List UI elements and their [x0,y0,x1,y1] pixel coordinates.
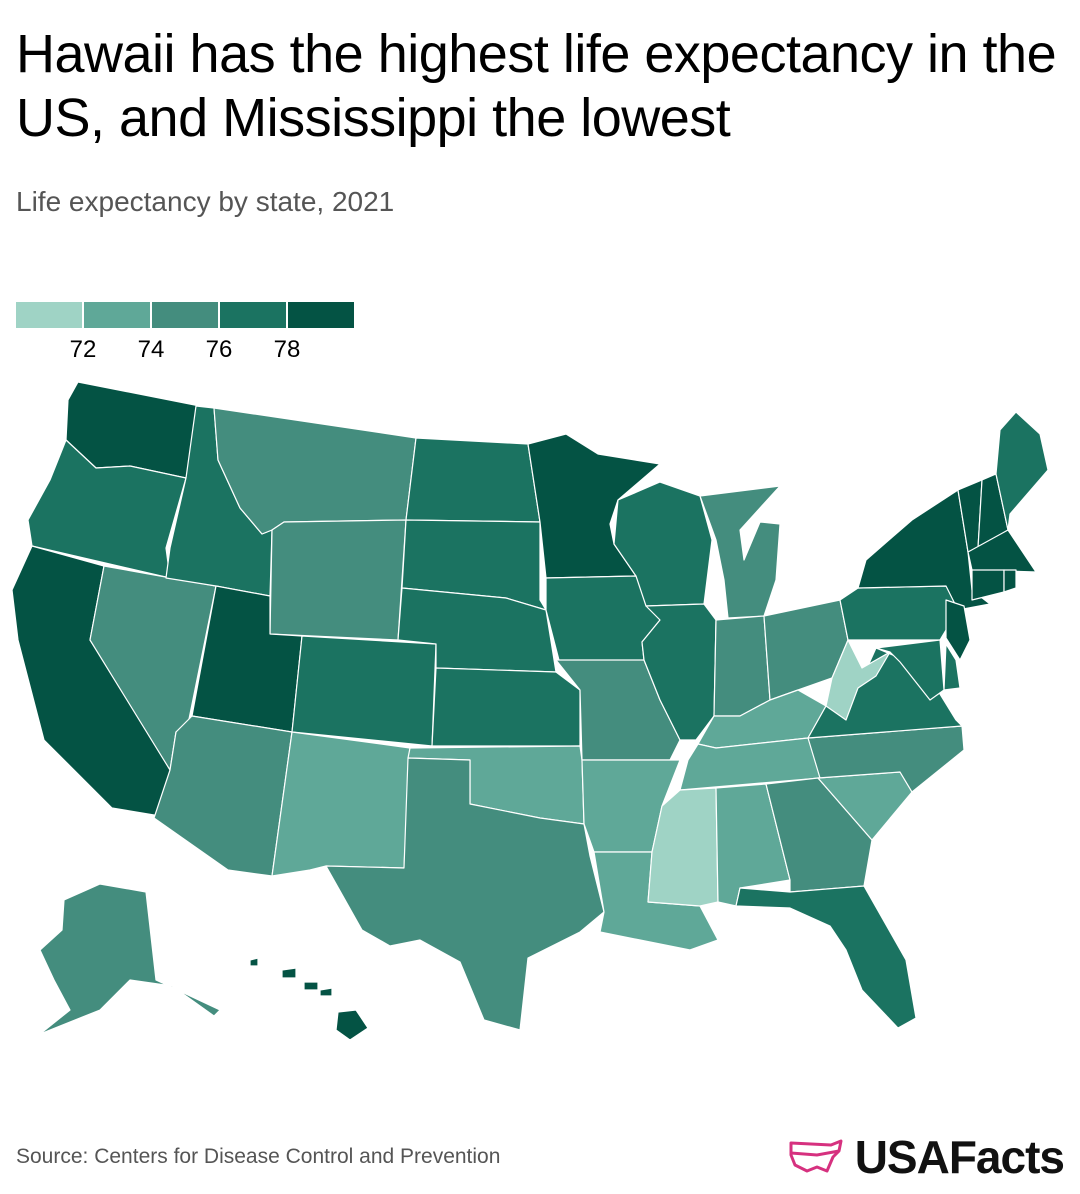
state-il[interactable] [641,603,717,741]
state-de[interactable] [943,643,961,691]
us-choropleth-map [11,381,1049,1041]
state-ri[interactable] [1003,569,1017,593]
legend-tick-label: 74 [137,336,165,363]
usa-map-logo-icon [789,1139,843,1173]
legend-tick-label: 72 [69,336,97,363]
state-ny[interactable] [857,489,991,611]
chart-subtitle: Life expectancy by state, 2021 [16,186,395,217]
state-md[interactable] [875,639,945,701]
legend-tick-label: 78 [273,336,301,363]
state-wy[interactable] [269,519,407,641]
state-pa[interactable] [839,585,959,641]
legend-color-bar [16,302,356,328]
legend-tick-label: 76 [205,336,233,363]
state-ks[interactable] [431,667,581,747]
state-me[interactable] [995,411,1049,531]
color-legend: 72 74 76 78 [16,302,356,366]
legend-swatch-4 [220,302,286,328]
state-co[interactable] [291,635,437,747]
state-nm[interactable] [271,731,411,877]
legend-ticks: 72 74 76 78 [16,336,356,366]
state-in[interactable] [713,615,771,717]
state-hi[interactable] [249,957,369,1041]
chart-title: Hawaii has the highest life expectancy i… [16,24,1057,148]
state-tx[interactable] [325,757,605,1031]
legend-swatch-3 [152,302,218,328]
state-ak[interactable] [39,883,221,1035]
state-ma[interactable] [967,529,1037,573]
state-ct[interactable] [971,569,1005,601]
state-az[interactable] [153,715,293,877]
brand-name: USAFacts [854,1131,1065,1183]
legend-swatch-2 [84,302,150,328]
brand-logo: USAFacts [787,1130,1065,1184]
state-nd[interactable] [405,437,541,523]
state-fl[interactable] [735,885,917,1029]
state-mn[interactable] [527,433,661,579]
source-note: Source: Centers for Disease Control and … [16,1145,501,1168]
state-wv[interactable] [825,639,891,721]
state-nj[interactable] [945,599,971,661]
state-nc[interactable] [807,725,965,793]
legend-swatch-1 [16,302,82,328]
legend-swatch-5 [288,302,354,328]
state-mi[interactable] [699,485,781,619]
